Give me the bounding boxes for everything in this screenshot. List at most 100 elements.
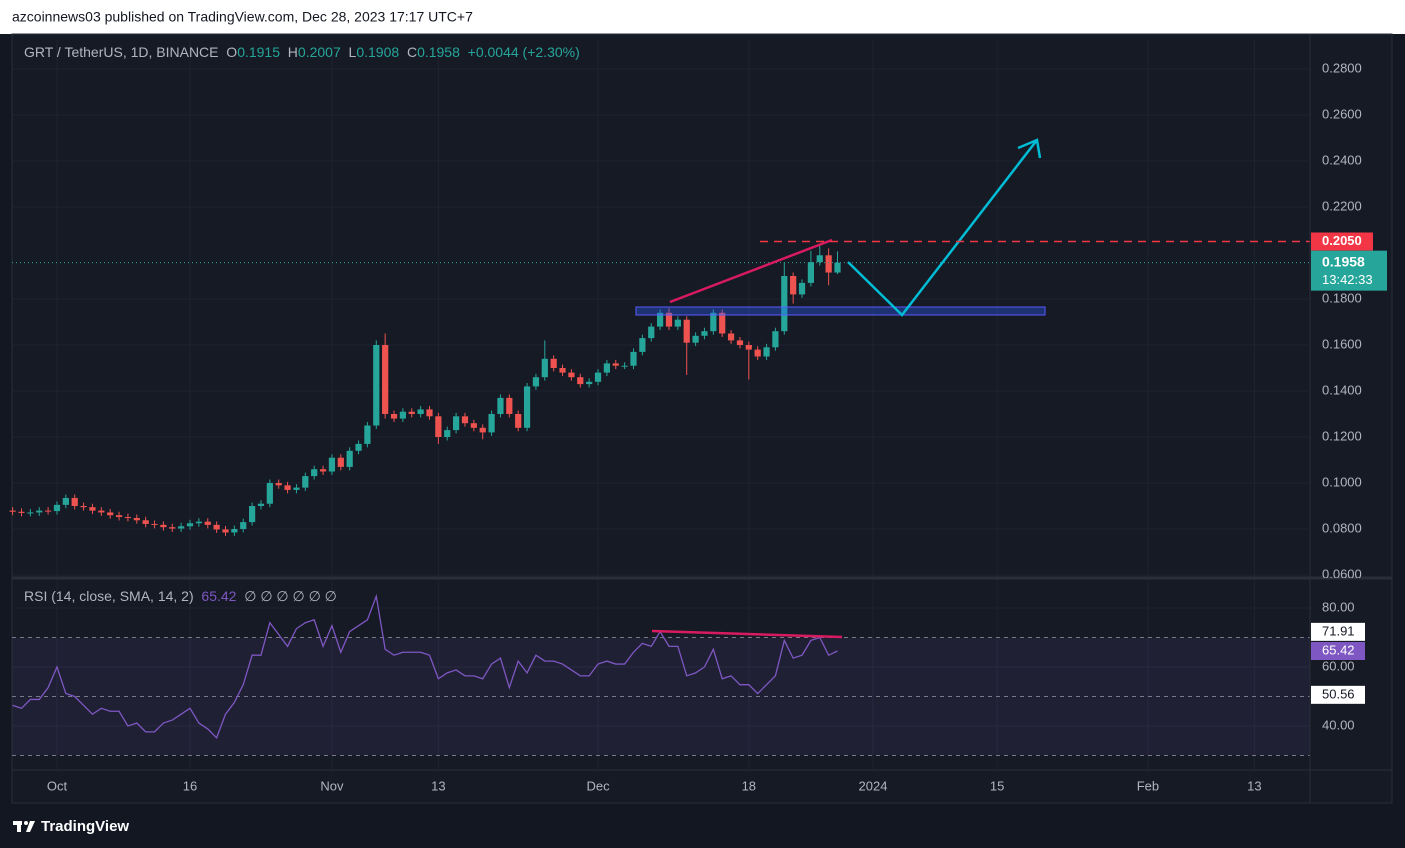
level-label-bg	[1311, 685, 1365, 704]
candle-body	[719, 312, 726, 334]
candle-body	[399, 411, 406, 419]
x-tick-label: Feb	[1137, 778, 1159, 793]
level-label-bg	[1311, 622, 1365, 641]
candle-body	[36, 510, 43, 513]
candle-body	[186, 523, 194, 527]
x-tick-label: 13	[431, 778, 445, 793]
candle-body	[577, 377, 584, 385]
header-text: azcoinnews03 published on TradingView.co…	[12, 9, 473, 25]
candle-body	[479, 427, 486, 433]
candle-body	[142, 520, 149, 524]
candle-body	[586, 381, 593, 385]
y-tick-label: 0.2600	[1322, 106, 1362, 121]
tv-logo	[13, 821, 35, 832]
candle-body	[337, 457, 344, 467]
y-tick-label: 0.2200	[1322, 198, 1362, 213]
x-tick-label: 15	[990, 778, 1004, 793]
candle-body	[435, 416, 442, 438]
y-tick-label: 40.00	[1322, 717, 1355, 732]
candle-body	[319, 469, 327, 472]
legend-label: H	[287, 44, 298, 60]
rsi-title: RSI (14, close, SMA, 14, 2)	[24, 588, 194, 604]
resistance-label-bg	[1311, 232, 1373, 251]
x-tick-label: 13	[1247, 778, 1261, 793]
rsi-last-bg	[1311, 642, 1365, 661]
candle-body	[692, 335, 699, 343]
y-tick-label: 0.2800	[1322, 60, 1362, 75]
candle-body	[62, 497, 69, 505]
x-tick-label: 18	[742, 778, 756, 793]
candle-body	[639, 338, 646, 352]
candle-body	[373, 344, 380, 426]
arrow-head	[1017, 138, 1042, 159]
candle-body	[550, 358, 557, 368]
candle-body	[426, 409, 433, 417]
candle-body	[328, 457, 336, 472]
candle-body	[408, 411, 415, 415]
header-bar	[0, 0, 1405, 34]
candle-body	[89, 507, 96, 511]
rsi-placeholders: ∅ ∅ ∅ ∅ ∅ ∅	[244, 588, 337, 604]
x-tick-label: Dec	[586, 778, 610, 793]
candle-body	[364, 425, 371, 444]
legend-value: 0.1908	[356, 44, 400, 60]
candle-body	[621, 365, 628, 367]
candle-body	[195, 521, 202, 524]
candle-body	[18, 511, 25, 513]
candle-body	[107, 512, 114, 516]
candle-body	[204, 521, 211, 525]
candle-body	[222, 529, 229, 533]
candle-body	[657, 312, 664, 327]
rsi-legend: RSI (14, close, SMA, 14, 2) 65.42 ∅ ∅ ∅ …	[24, 588, 337, 605]
y-tick-label: 0.1800	[1322, 290, 1362, 305]
candle-body	[665, 312, 673, 327]
y-tick-label: 0.0800	[1322, 520, 1362, 535]
candle-body	[248, 506, 256, 523]
candle-body	[772, 331, 779, 348]
candle-body	[275, 483, 282, 486]
candle-body	[497, 397, 504, 415]
candle-body	[160, 524, 167, 528]
symbol: GRT / TetherUS, 1D, BINANCE	[24, 44, 219, 60]
candle-body	[53, 504, 61, 512]
candle-body	[98, 510, 105, 513]
candle-body	[612, 363, 619, 366]
candle-body	[816, 255, 823, 263]
candle-body	[710, 312, 717, 332]
candle-body	[559, 367, 566, 373]
candle-body	[683, 319, 690, 343]
support-zone	[635, 306, 1046, 316]
brand: TradingView	[41, 818, 129, 835]
trend-line	[669, 238, 833, 304]
projection-arrow	[847, 139, 1038, 317]
candle-body	[594, 372, 602, 382]
candle-body	[417, 409, 424, 415]
resistance-label: 0.2050	[1322, 233, 1362, 248]
candle-body	[674, 319, 681, 327]
legend-label: C	[406, 44, 418, 60]
y-tick-label: 80.00	[1322, 599, 1355, 614]
candle-body	[293, 487, 300, 490]
legend-label: L	[348, 44, 357, 60]
candle-body	[355, 443, 362, 451]
candle-body	[284, 485, 291, 490]
candle-body	[532, 377, 540, 387]
candle-body	[9, 510, 16, 512]
price-axis: 0.2800 0.2600 0.2400 0.2200 0.1800 0.1600 0.14…	[1322, 60, 1362, 578]
candle-body	[302, 476, 309, 488]
candle-body	[266, 483, 273, 504]
level-label: 71.91	[1322, 623, 1355, 638]
last-price: 0.1958	[1322, 253, 1365, 269]
candle-body	[515, 414, 522, 428]
candle-body	[80, 506, 87, 508]
y-tick-label: 0.2400	[1322, 152, 1362, 167]
candle-body	[27, 512, 34, 514]
candle-body	[834, 262, 841, 273]
candle-body	[44, 510, 52, 512]
candle-body	[124, 517, 132, 519]
candle-body	[781, 275, 788, 332]
candle-body	[71, 497, 78, 507]
x-tick-label: Oct	[47, 778, 68, 793]
candle-body	[311, 469, 318, 477]
candle-body	[470, 423, 477, 428]
